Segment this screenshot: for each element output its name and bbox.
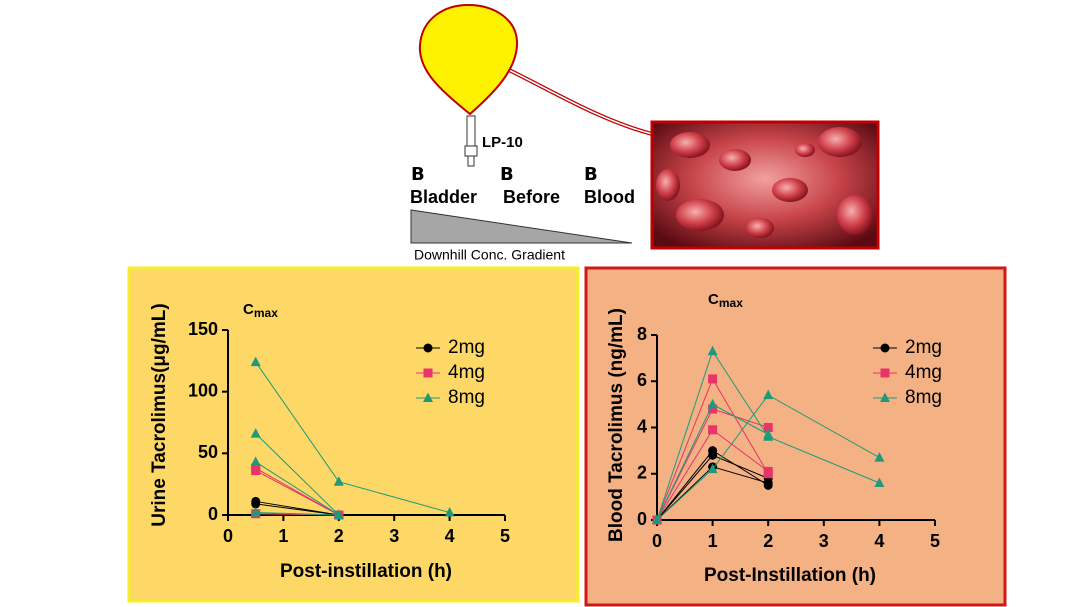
- x-tick-label: 0: [223, 526, 233, 546]
- marker: [250, 428, 261, 438]
- legend-label: 4mg: [905, 362, 942, 383]
- legend-label: 8mg: [448, 387, 485, 408]
- subject-line: [255, 461, 340, 516]
- urine-panel: [127, 266, 580, 603]
- marker: [707, 398, 718, 409]
- y-tick-label: 4: [637, 416, 647, 436]
- annotation-sub: max: [719, 296, 743, 310]
- legend-label: 8mg: [905, 387, 942, 408]
- marker: [708, 425, 718, 435]
- y-tick-label: 50: [198, 442, 218, 462]
- annotation: Cmax: [243, 301, 278, 320]
- y-tick-label: 8: [637, 324, 647, 344]
- subject-line: [255, 512, 339, 516]
- gradient-wedge: [410, 209, 633, 244]
- legend-marker: [423, 392, 433, 402]
- marker: [707, 345, 718, 356]
- marker: [763, 466, 773, 476]
- x-tick-label: 4: [874, 531, 884, 551]
- marker: [708, 374, 718, 384]
- y-tick-label: 0: [208, 504, 218, 524]
- x-tick-label: 4: [445, 526, 455, 546]
- x-tick-label: 0: [652, 531, 662, 551]
- word: Before: [503, 187, 560, 207]
- legend-marker: [880, 392, 890, 402]
- x-tick-label: 2: [334, 526, 344, 546]
- device: [466, 115, 476, 147]
- annotation: Cmax: [708, 291, 743, 310]
- legend-label: 4mg: [448, 362, 485, 383]
- x-tick-label: 1: [278, 526, 288, 546]
- blood-panel: [584, 266, 1007, 607]
- diagram: LP-10 B B B Bladder Before Blood Downhil…: [410, 3, 880, 263]
- marker: [250, 456, 261, 466]
- word: Blood: [584, 187, 635, 207]
- legend-label: 2mg: [448, 337, 485, 358]
- y-tick-label: 100: [188, 380, 218, 400]
- device-end: [467, 155, 475, 167]
- legend-marker: [880, 343, 890, 353]
- legend-marker: [880, 368, 890, 378]
- marker: [444, 507, 455, 517]
- legend-marker: [423, 368, 433, 378]
- marker: [874, 452, 885, 462]
- marker: [708, 450, 718, 460]
- tube-inner: [504, 67, 653, 135]
- marker: [763, 478, 773, 488]
- y-tick-label: 150: [188, 319, 218, 339]
- x-axis-label: Post-Instillation (h): [704, 565, 876, 586]
- marker: [251, 466, 261, 476]
- tube: [504, 66, 653, 136]
- subject-line: [255, 503, 339, 516]
- letter: B: [584, 164, 598, 185]
- marker: [763, 428, 774, 439]
- legend-label: 2mg: [905, 337, 942, 358]
- marker: [763, 423, 773, 432]
- device-label: LP-10: [482, 134, 523, 151]
- legend-marker: [423, 343, 433, 353]
- subject-line: [656, 394, 880, 521]
- marker: [763, 389, 774, 400]
- x-tick-label: 3: [819, 531, 829, 551]
- marker: [333, 476, 344, 486]
- annotation-base: C: [243, 301, 254, 318]
- marker: [708, 404, 718, 414]
- marker: [707, 463, 718, 474]
- annotation-sub: max: [254, 306, 278, 320]
- x-tick-label: 5: [500, 526, 510, 546]
- marker: [251, 499, 261, 509]
- y-tick-label: 2: [637, 463, 647, 483]
- letter: B: [500, 164, 514, 185]
- device-tip: [464, 145, 478, 157]
- y-axis-label: Urine Tacrolimus(μg/mL): [149, 303, 170, 526]
- marker: [333, 509, 344, 519]
- blood-cells: [656, 127, 873, 238]
- word: Bladder: [410, 187, 477, 207]
- gradient-label: Downhill Conc. Gradient: [414, 247, 565, 263]
- marker: [874, 477, 885, 487]
- subject-line: [656, 350, 880, 521]
- letter: B: [411, 164, 425, 185]
- x-tick-label: 1: [708, 531, 718, 551]
- y-tick-label: 6: [637, 370, 647, 390]
- marker: [652, 514, 662, 524]
- x-axis-label: Post-instillation (h): [280, 561, 452, 582]
- balloon: [418, 3, 519, 116]
- y-tick-label: 0: [637, 509, 647, 529]
- x-tick-label: 2: [763, 531, 773, 551]
- marker: [250, 356, 261, 367]
- subject-line: [255, 470, 340, 516]
- subject-line: [255, 433, 340, 516]
- marker: [250, 507, 261, 517]
- x-tick-label: 3: [389, 526, 399, 546]
- x-tick-label: 5: [930, 531, 940, 551]
- annotation-base: C: [708, 291, 719, 308]
- y-axis-label: Blood Tacrolimus (ng/mL): [606, 308, 627, 542]
